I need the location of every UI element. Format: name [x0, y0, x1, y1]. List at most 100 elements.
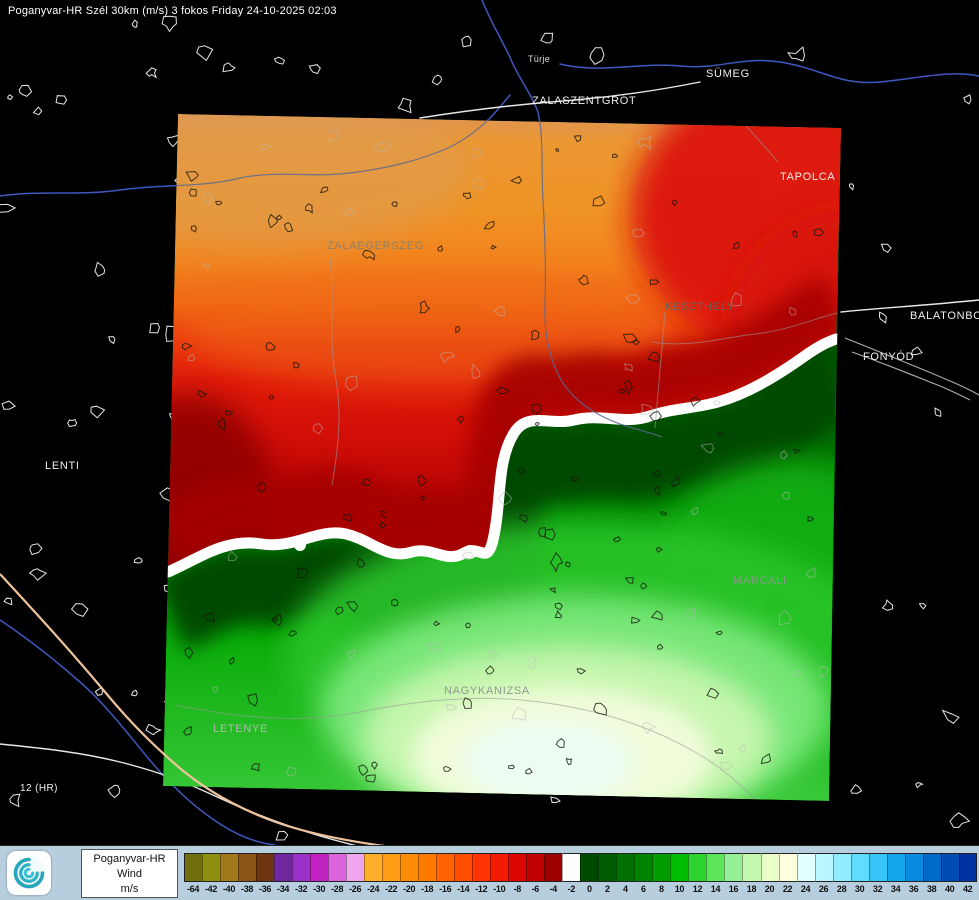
legend-swatch-30: 30 [850, 853, 869, 894]
settlement-outline [719, 761, 734, 771]
settlement-outline [397, 97, 412, 114]
settlement-outlines-gray [187, 130, 829, 777]
settlement-outline [690, 396, 702, 407]
swatch-label: -2 [567, 884, 576, 894]
settlement-outline [660, 511, 668, 516]
settlement-outline [510, 175, 523, 184]
swatch-color [958, 853, 977, 882]
legend-swatch--26: -26 [346, 853, 365, 894]
swatch-label: 0 [586, 884, 592, 894]
settlement-outline [786, 46, 806, 62]
settlement-outline [565, 757, 573, 766]
settlement-outline [391, 201, 398, 207]
settlement-outline [197, 390, 208, 398]
legend-swatch--12: -12 [472, 853, 491, 894]
country-border-line [0, 573, 401, 850]
settlement-outline [623, 379, 634, 395]
settlement-outline [699, 443, 715, 454]
site-logo[interactable] [7, 851, 51, 895]
legend-swatch-12: 12 [688, 853, 707, 894]
legend-swatch--8: -8 [508, 853, 527, 894]
settlement-outline [717, 431, 724, 437]
settlement-outline [419, 300, 431, 314]
swatch-label: 38 [926, 884, 937, 894]
settlement-outline [293, 362, 300, 369]
settlement-outline [445, 704, 459, 711]
legend-swatch-24: 24 [796, 853, 815, 894]
settlement-outline [880, 243, 892, 254]
settlement-outline [131, 19, 138, 28]
settlement-outline [270, 617, 278, 622]
settlement-outline [347, 649, 356, 660]
settlement-outline [257, 482, 267, 493]
map-canvas[interactable]: Poganyvar-HR Szél 30km (m/s) 3 fokos Fri… [0, 0, 979, 852]
settlement-outline [530, 329, 540, 341]
swatch-color [436, 853, 455, 882]
settlement-outline [342, 207, 354, 217]
settlement-outline [360, 478, 371, 487]
settlement-outline [380, 510, 387, 519]
settlement-outline [497, 490, 513, 506]
settlement-outline [358, 764, 369, 776]
swatch-label: -6 [531, 884, 540, 894]
settlement-outline [730, 292, 742, 307]
settlement-outline [670, 475, 681, 487]
settlement-outline [145, 67, 158, 79]
swatch-color [832, 853, 851, 882]
settlement-outline [273, 56, 286, 65]
map-label-lenti: LENTI [45, 460, 80, 472]
settlement-outline [624, 577, 634, 584]
settlement-outline [32, 106, 43, 116]
settlement-outline [554, 602, 563, 611]
swatch-label: -64 [186, 884, 200, 894]
settlement-outline [516, 467, 526, 476]
settlement-outline [391, 598, 399, 607]
settlement-outline [190, 225, 197, 233]
swatch-label: -14 [457, 884, 470, 894]
settlement-outlines-inner [181, 135, 825, 783]
settlement-outline [203, 612, 215, 623]
swatch-color [184, 853, 203, 882]
settlement-outline [792, 670, 802, 677]
settlement-outline [296, 567, 309, 579]
swatch-color [814, 853, 833, 882]
settlement-outline [7, 94, 14, 101]
settlement-outline [490, 244, 498, 250]
settlement-outline [472, 177, 486, 190]
settlement-outline [576, 668, 587, 675]
legend-swatch-38: 38 [922, 853, 941, 894]
settlement-outline [107, 784, 121, 799]
settlement-outline [593, 702, 608, 716]
settlement-outline [201, 263, 211, 270]
settlement-outline [227, 550, 238, 562]
settlement-outline [130, 689, 138, 697]
settlement-outline [778, 609, 792, 626]
settlement-outline [878, 311, 887, 324]
settlement-outline [443, 765, 452, 772]
legend-swatch-8: 8 [652, 853, 671, 894]
settlement-outline [472, 148, 484, 159]
legend-swatch-26: 26 [814, 853, 833, 894]
legend-swatch--30: -30 [310, 853, 329, 894]
settlement-outline [267, 213, 279, 229]
settlement-outline [554, 609, 563, 619]
map-label-zalaegerszeg: ZALAEGERSZEG [327, 240, 424, 252]
legend-swatch-6: 6 [634, 853, 653, 894]
swatch-label: 42 [962, 884, 973, 894]
settlement-outline [319, 186, 329, 194]
settlement-outline [288, 630, 298, 637]
settlement-outline [471, 363, 481, 380]
legend-swatch--42: -42 [202, 853, 221, 894]
swatch-label: -36 [259, 884, 272, 894]
legend-swatch-10: 10 [670, 853, 689, 894]
swatch-color [868, 853, 887, 882]
settlement-outline [531, 403, 543, 415]
settlement-outline [525, 767, 533, 775]
swatch-color [760, 853, 779, 882]
settlement-outline [420, 495, 426, 501]
settlement-outline [612, 536, 622, 543]
settlement-outline [272, 613, 283, 627]
settlement-outline [465, 622, 471, 629]
settlement-outline [910, 346, 923, 356]
map-svg[interactable]: Türje SÜMEG ZALASZENTGRÓT TAPOLCA ZALAEG… [0, 0, 979, 852]
